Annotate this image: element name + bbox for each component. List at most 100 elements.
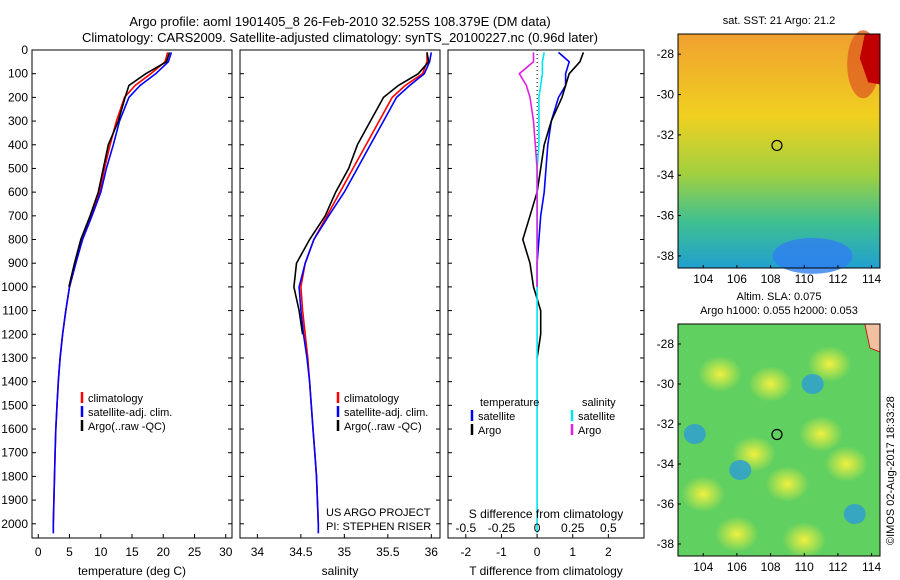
float-location-marker xyxy=(771,139,783,152)
x-tick-label: 35 xyxy=(338,545,352,559)
panel-frame xyxy=(31,49,233,539)
s-diff-axis-label: S difference from climatology xyxy=(469,507,624,521)
timestamp-stamp: ©IMOS 02-Aug-2017 18:33:28 xyxy=(885,396,897,545)
sla-high-blob xyxy=(698,356,743,392)
profile-panel-1 xyxy=(31,49,233,539)
y-tick-label: 1300 xyxy=(1,351,28,365)
s-diff-tick-label: -0.5 xyxy=(455,521,476,535)
cold-water-patch xyxy=(772,237,853,274)
map-lat-label: -32 xyxy=(657,128,675,142)
map-lon-label: 104 xyxy=(693,560,713,574)
legend-label: satellite-adj. clim. xyxy=(88,407,172,419)
series-line-2 xyxy=(298,52,433,534)
figure-title-line1: Argo profile: aoml 1901405_8 26-Feb-2010… xyxy=(129,14,551,29)
sla-high-blob xyxy=(681,476,726,512)
map-lat-label: -28 xyxy=(657,337,675,351)
x-axis-label: T difference from climatology xyxy=(469,564,623,578)
legend-label: Argo(..raw -QC) xyxy=(344,421,422,433)
sla-low-blob xyxy=(729,460,752,480)
s-diff-tick-label: 0.5 xyxy=(600,521,617,535)
y-tick-label: 1700 xyxy=(1,446,28,460)
sla-low-blob xyxy=(843,504,866,524)
x-tick-label: 5 xyxy=(66,545,73,559)
series-line-1 xyxy=(536,51,571,287)
x-tick-label: -1 xyxy=(496,545,507,559)
map-lat-label: -38 xyxy=(657,537,675,551)
sla-high-blob xyxy=(799,416,844,452)
legend-heading: salinity xyxy=(582,397,616,409)
map-lat-label: -30 xyxy=(657,377,675,391)
x-tick-label: 0 xyxy=(534,545,541,559)
y-tick-label: 1000 xyxy=(1,280,28,294)
x-tick-label: 36 xyxy=(425,545,439,559)
map-lon-label: 106 xyxy=(727,560,747,574)
map-lon-label: 104 xyxy=(693,272,713,286)
y-tick-label: 700 xyxy=(8,209,28,223)
map-lon-label: 114 xyxy=(862,560,881,574)
sla-low-blob xyxy=(801,374,824,394)
series-line-2 xyxy=(521,52,585,359)
map-lat-label: -34 xyxy=(657,168,675,182)
map-lon-label: 110 xyxy=(795,272,814,286)
legend-label: climatology xyxy=(344,393,400,405)
y-tick-label: 1600 xyxy=(1,422,28,436)
map-lon-label: 112 xyxy=(828,272,847,286)
series-line-3 xyxy=(293,52,430,335)
map-lon-label: 114 xyxy=(862,272,881,286)
project-annotation: US ARGO PROJECT xyxy=(326,507,431,519)
panel-frame xyxy=(239,49,441,539)
y-tick-label: 1100 xyxy=(2,304,28,318)
x-axis-label: temperature (deg C) xyxy=(78,564,186,578)
legend-heading: temperature xyxy=(480,397,539,409)
legend-label: Argo(..raw -QC) xyxy=(88,421,166,433)
x-tick-label: 2 xyxy=(605,545,612,559)
y-tick-label: 1800 xyxy=(1,469,28,483)
map-lon-label: 110 xyxy=(795,560,814,574)
sla-high-blob xyxy=(824,446,869,482)
sla-high-blob xyxy=(782,522,827,558)
y-tick-label: 2000 xyxy=(1,517,28,531)
series-line-1 xyxy=(52,52,169,534)
sla-high-blob xyxy=(748,366,793,402)
x-tick-label: 10 xyxy=(94,545,108,559)
x-tick-label: -2 xyxy=(460,545,471,559)
legend-label: satellite xyxy=(478,411,515,423)
pi-annotation: PI: STEPHEN RISER xyxy=(326,521,431,533)
map-panel-2 xyxy=(677,323,881,558)
x-tick-label: 34 xyxy=(251,545,265,559)
y-tick-label: 800 xyxy=(8,233,28,247)
y-tick-label: 500 xyxy=(8,161,28,175)
panel-frame xyxy=(447,49,645,539)
x-tick-label: 0 xyxy=(35,545,42,559)
sla-high-blob xyxy=(807,346,852,382)
x-tick-label: 15 xyxy=(125,545,139,559)
y-tick-label: 300 xyxy=(8,114,28,128)
legend-label: satellite xyxy=(578,411,615,423)
map-lon-label: 108 xyxy=(761,272,781,286)
map-frame xyxy=(677,323,881,557)
map-lon-label: 112 xyxy=(828,560,847,574)
series-line-3 xyxy=(536,52,545,534)
y-tick-label: 400 xyxy=(8,138,28,152)
sla-high-blob xyxy=(765,466,810,502)
map-lat-label: -36 xyxy=(657,497,675,511)
map-lat-label: -36 xyxy=(657,209,675,223)
map-frame xyxy=(677,33,881,269)
y-tick-label: 600 xyxy=(8,185,28,199)
map-lat-label: -28 xyxy=(657,47,675,61)
s-diff-tick-label: 0.25 xyxy=(561,521,585,535)
y-tick-label: 1900 xyxy=(1,493,28,507)
sst-land-mask xyxy=(859,34,880,85)
y-tick-label: 1400 xyxy=(1,375,28,389)
profile-panel-3 xyxy=(447,49,645,539)
y-tick-label: 200 xyxy=(8,90,28,104)
s-diff-tick-label: -0.25 xyxy=(488,521,516,535)
map-lon-label: 108 xyxy=(761,560,781,574)
sla-high-blob xyxy=(714,516,759,552)
series-line-1 xyxy=(300,52,428,534)
map-title-line2: Argo h1000: 0.055 h2000: 0.053 xyxy=(700,305,858,317)
map-lat-label: -38 xyxy=(657,249,675,263)
sla-low-blob xyxy=(683,424,706,444)
s-diff-tick-label: 0 xyxy=(534,521,541,535)
